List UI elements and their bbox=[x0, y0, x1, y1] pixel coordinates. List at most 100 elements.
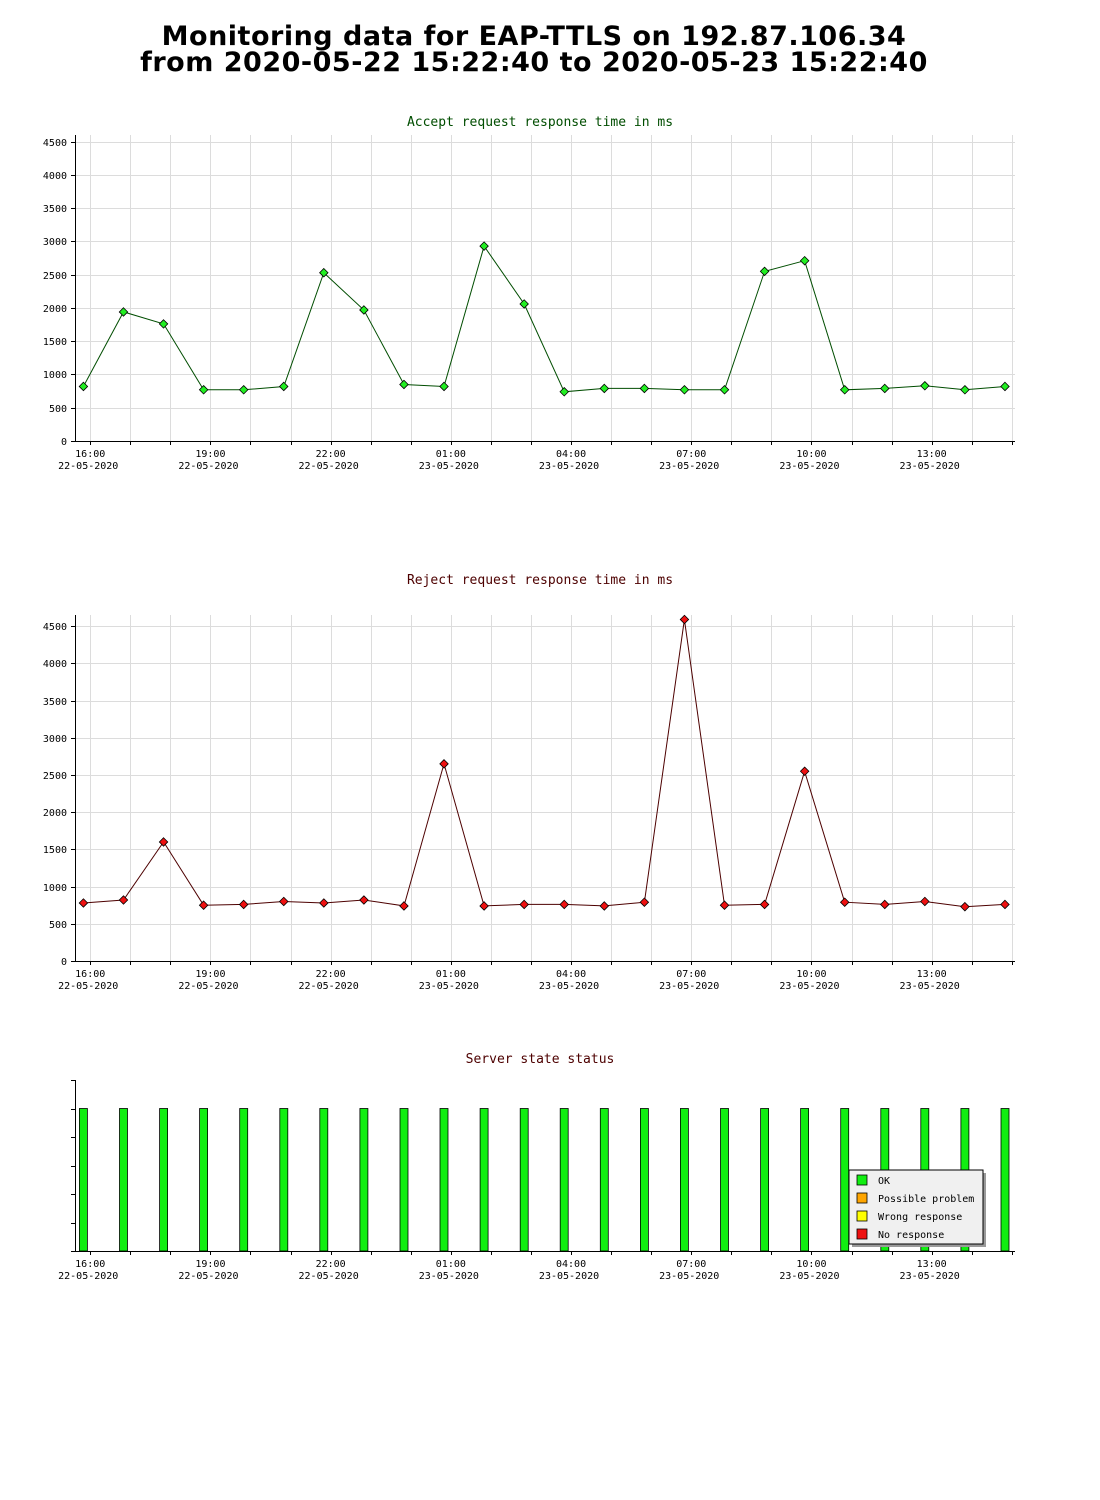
status-bar bbox=[760, 1108, 769, 1252]
data-point bbox=[198, 900, 209, 910]
legend-label: OK bbox=[878, 1176, 890, 1187]
data-point bbox=[519, 899, 529, 910]
x-tick-label-time: 13:00 bbox=[917, 969, 947, 980]
x-tick-label-date: 23-05-2020 bbox=[779, 981, 839, 992]
data-point bbox=[599, 901, 610, 911]
series-line bbox=[82, 244, 1006, 393]
data-point bbox=[319, 267, 329, 278]
status-bar bbox=[319, 1108, 329, 1252]
x-tick-label-date: 23-05-2020 bbox=[900, 981, 960, 992]
x-tick-label-time: 19:00 bbox=[195, 969, 225, 980]
data-point bbox=[439, 381, 449, 392]
status-bar bbox=[800, 1108, 809, 1252]
data-point bbox=[639, 383, 650, 394]
data-point bbox=[719, 385, 730, 395]
x-tick-label-date: 22-05-2020 bbox=[178, 461, 238, 472]
legend-box bbox=[848, 1169, 984, 1245]
x-tick-label-time: 13:00 bbox=[917, 449, 947, 460]
x-tick-label-time: 01:00 bbox=[436, 969, 466, 980]
chart-title: Accept request response time in ms bbox=[407, 115, 673, 130]
x-tick-label-date: 22-05-2020 bbox=[178, 981, 238, 992]
x-tick-label-time: 13:00 bbox=[917, 1259, 947, 1270]
x-tick-label-date: 23-05-2020 bbox=[659, 461, 719, 472]
data-point bbox=[78, 381, 89, 392]
status-bar bbox=[359, 1108, 369, 1252]
y-tick-label: 2500 bbox=[43, 771, 67, 782]
x-tick-label-date: 22-05-2020 bbox=[58, 1271, 118, 1282]
x-tick-label-time: 04:00 bbox=[556, 1259, 586, 1270]
y-tick-label: 4000 bbox=[43, 659, 67, 670]
chart-title: Server state status bbox=[466, 1052, 615, 1067]
grid bbox=[75, 135, 1015, 441]
x-tick-label-date: 23-05-2020 bbox=[419, 1271, 479, 1282]
y-tick-label: 2000 bbox=[43, 304, 67, 315]
x-tick-label-time: 16:00 bbox=[75, 1259, 105, 1270]
data-point bbox=[719, 900, 730, 910]
y-tick-label: 3500 bbox=[43, 697, 67, 708]
data-point bbox=[759, 266, 770, 277]
status-bar bbox=[279, 1108, 289, 1252]
status-bar bbox=[519, 1108, 529, 1252]
x-tick-label-date: 23-05-2020 bbox=[659, 1271, 719, 1282]
data-point bbox=[960, 901, 970, 912]
data-point bbox=[238, 385, 249, 395]
data-point bbox=[679, 614, 690, 625]
x-tick-label-date: 23-05-2020 bbox=[539, 461, 599, 472]
status-bar bbox=[159, 1108, 169, 1252]
legend-label: Possible problem bbox=[878, 1194, 974, 1205]
data-point bbox=[399, 379, 409, 390]
x-tick-label-date: 22-05-2020 bbox=[299, 461, 359, 472]
status-bar bbox=[119, 1108, 128, 1252]
x-tick-label-time: 22:00 bbox=[316, 1259, 346, 1270]
y-tick-label: 3000 bbox=[43, 237, 67, 248]
y-tick-label: 3000 bbox=[43, 734, 67, 745]
x-tick-label-time: 19:00 bbox=[195, 1259, 225, 1270]
data-point bbox=[158, 837, 169, 847]
y-tick-label: 1500 bbox=[43, 845, 67, 856]
page-title-line1: Monitoring data for EAP-TTLS on 192.87.1… bbox=[161, 21, 907, 52]
data-point bbox=[78, 898, 89, 908]
x-tick-label-time: 01:00 bbox=[436, 449, 466, 460]
data-point bbox=[839, 897, 850, 907]
legend-swatch bbox=[856, 1174, 868, 1186]
x-tick-label-date: 23-05-2020 bbox=[659, 981, 719, 992]
x-tick-label-date: 23-05-2020 bbox=[900, 1271, 960, 1282]
data-point bbox=[559, 899, 569, 910]
y-tick-label: 2500 bbox=[43, 271, 67, 282]
x-tick-label-time: 07:00 bbox=[676, 449, 706, 460]
y-tick-label: 0 bbox=[61, 437, 67, 448]
grid bbox=[75, 615, 1015, 961]
x-tick-label-date: 23-05-2020 bbox=[539, 981, 599, 992]
status-bar bbox=[439, 1108, 449, 1252]
x-tick-label-date: 22-05-2020 bbox=[58, 461, 118, 472]
data-point bbox=[960, 385, 970, 395]
y-tick-label: 3500 bbox=[43, 204, 67, 215]
chart-1: Accept request response time in ms 0 500 10… bbox=[43, 115, 1015, 472]
data-point bbox=[679, 385, 690, 395]
data-point bbox=[319, 898, 329, 908]
data-point bbox=[359, 305, 369, 315]
data-point bbox=[399, 901, 409, 911]
status-bar bbox=[720, 1108, 729, 1252]
data-point bbox=[479, 241, 489, 251]
status-bar bbox=[199, 1108, 209, 1252]
status-bar bbox=[680, 1108, 689, 1252]
status-bar bbox=[640, 1108, 649, 1252]
x-tick-label-time: 07:00 bbox=[676, 1259, 706, 1270]
x-tick-label-time: 04:00 bbox=[556, 969, 586, 980]
data-point bbox=[639, 897, 650, 907]
x-tick-label-date: 23-05-2020 bbox=[419, 461, 479, 472]
y-tick-label: 1500 bbox=[43, 337, 67, 348]
data-point bbox=[238, 899, 249, 910]
x-tick-label-time: 16:00 bbox=[75, 449, 105, 460]
data-point bbox=[278, 381, 289, 392]
data-point bbox=[759, 899, 770, 910]
x-tick-label-time: 01:00 bbox=[436, 1259, 466, 1270]
y-tick-label: 1000 bbox=[43, 370, 67, 381]
x-tick-label-time: 10:00 bbox=[796, 969, 826, 980]
y-tick-label: 4000 bbox=[43, 171, 67, 182]
x-tick-label-date: 23-05-2020 bbox=[779, 1271, 839, 1282]
y-tick-label: 4500 bbox=[43, 622, 67, 633]
x-tick-label-time: 10:00 bbox=[796, 449, 826, 460]
